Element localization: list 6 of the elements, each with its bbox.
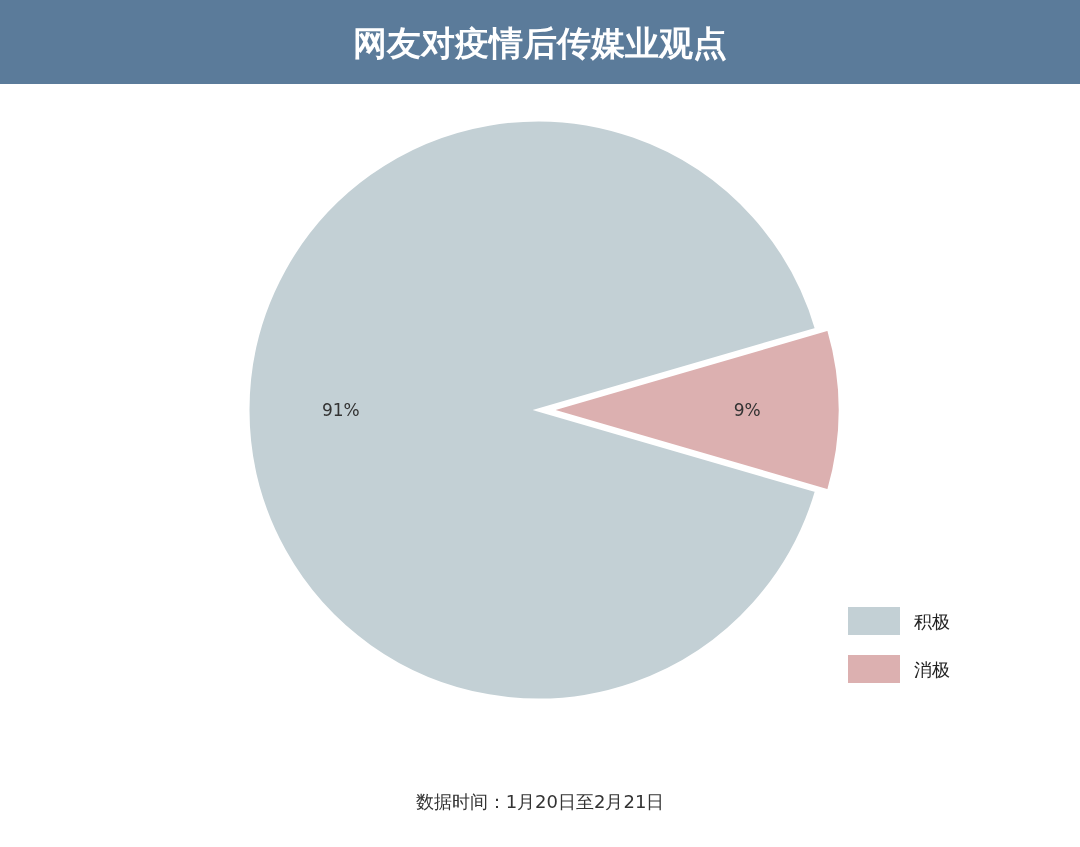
legend-label: 消极 [914,659,950,680]
chart-title: 网友对疫情后传媒业观点 [353,23,727,63]
text: 数据时间：1月20日至2月21日 [415,791,665,812]
data-label: 9% [733,400,761,420]
legend-label: 积极 [914,611,950,632]
data-label: 91% [321,400,360,420]
